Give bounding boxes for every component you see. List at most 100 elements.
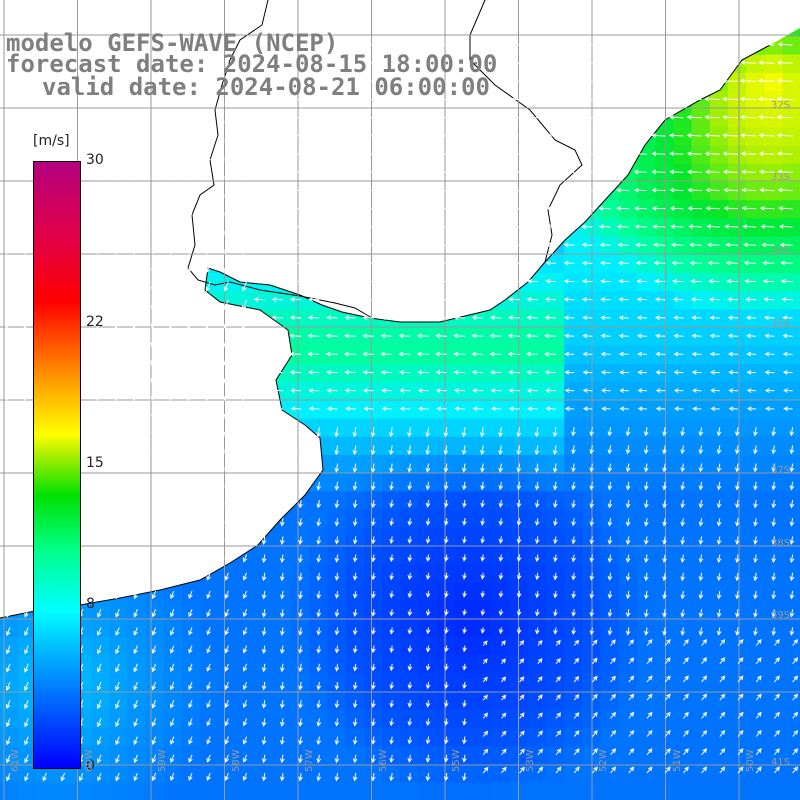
wind-arrow [552,445,558,456]
wind-arrow [453,351,466,357]
wind-arrow [669,96,684,102]
field-cell [491,782,511,800]
wind-arrow [297,427,303,438]
field-cell [436,345,456,365]
wind-arrow [644,536,649,545]
wind-arrow [96,299,102,311]
wind-arrow [224,554,230,563]
wind-arrow [334,463,340,473]
wind-arrow [133,99,138,108]
wind-arrow [255,115,265,120]
wind-arrow [771,518,777,527]
wind-arrow [151,681,157,691]
wind-arrow [761,260,775,266]
wind-arrow [206,63,211,72]
wind-arrow [206,754,211,763]
field-cell [764,273,784,292]
wind-arrow [555,657,561,665]
wind-arrow [628,711,635,719]
wind-arrow [328,115,338,120]
field-cell [527,782,547,800]
wind-arrow [789,463,795,473]
wind-arrow [279,445,285,456]
wind-arrow [589,609,595,617]
wind-arrow [716,590,722,600]
wind-arrow [363,242,375,248]
wind-arrow [719,657,726,665]
wind-arrow [580,151,593,157]
wind-arrow [555,748,562,756]
wind-arrow [716,518,722,527]
field-cell [709,728,729,747]
wind-arrow [316,445,321,456]
wind-arrow [646,729,653,737]
wind-arrow [625,536,631,545]
wind-arrow [5,463,11,473]
wind-arrow [261,681,267,691]
field-cell [709,182,729,201]
wind-arrow [6,117,11,127]
wind-arrow [273,169,284,175]
wind-arrow [5,245,11,255]
wind-arrow [417,388,429,393]
wind-arrow [253,315,265,321]
wind-arrow [280,627,285,636]
wind-arrow [151,44,157,53]
wind-arrow [644,609,649,618]
wind-arrow [291,242,302,248]
wind-arrow [563,78,575,84]
field-cell [746,673,765,693]
wind-arrow [644,518,649,527]
wind-arrow [537,730,543,737]
wind-arrow [455,206,466,211]
wind-arrow [740,169,757,175]
wind-arrow [224,154,229,163]
field-cell [473,327,492,347]
wind-arrow [528,151,538,157]
wind-arrow [776,96,793,102]
wind-arrow [6,172,11,181]
wind-arrow [345,406,356,412]
wind-arrow [456,60,466,66]
wind-arrow [616,115,629,120]
wind-arrow [673,369,684,375]
wind-arrow [5,354,11,366]
wind-arrow [254,260,265,266]
field-cell [728,236,747,256]
field-cell [546,709,565,729]
wind-arrow [352,645,358,654]
wind-arrow [298,609,303,618]
field-cell [546,673,565,693]
wind-arrow [727,315,739,321]
wind-arrow [362,369,375,375]
wind-arrow [169,408,175,419]
wind-arrow [241,354,248,366]
wind-arrow [719,729,726,737]
wind-arrow [453,333,466,339]
wind-arrow [753,572,758,582]
wind-arrow [746,369,757,375]
wind-arrow [206,572,211,581]
wind-arrow [563,297,575,302]
wind-arrow [389,463,394,473]
wind-arrow [708,297,720,302]
wind-arrow [206,590,211,599]
field-cell [673,327,693,347]
wind-arrow [328,169,338,175]
wind-arrow [727,297,739,302]
field-cell [764,345,784,365]
wind-arrow [23,317,29,329]
wind-arrow [600,369,611,375]
wind-arrow [698,554,704,564]
field-cell [546,691,565,711]
wind-arrow [352,481,358,491]
wind-arrow [206,481,211,491]
field-cell [673,709,693,729]
wind-arrow [492,133,502,139]
field-cell [564,764,583,784]
wind-arrow [188,772,193,781]
wind-arrow [607,445,613,455]
wind-arrow [746,351,757,357]
field-cell [546,764,565,784]
wind-arrow [206,627,211,636]
